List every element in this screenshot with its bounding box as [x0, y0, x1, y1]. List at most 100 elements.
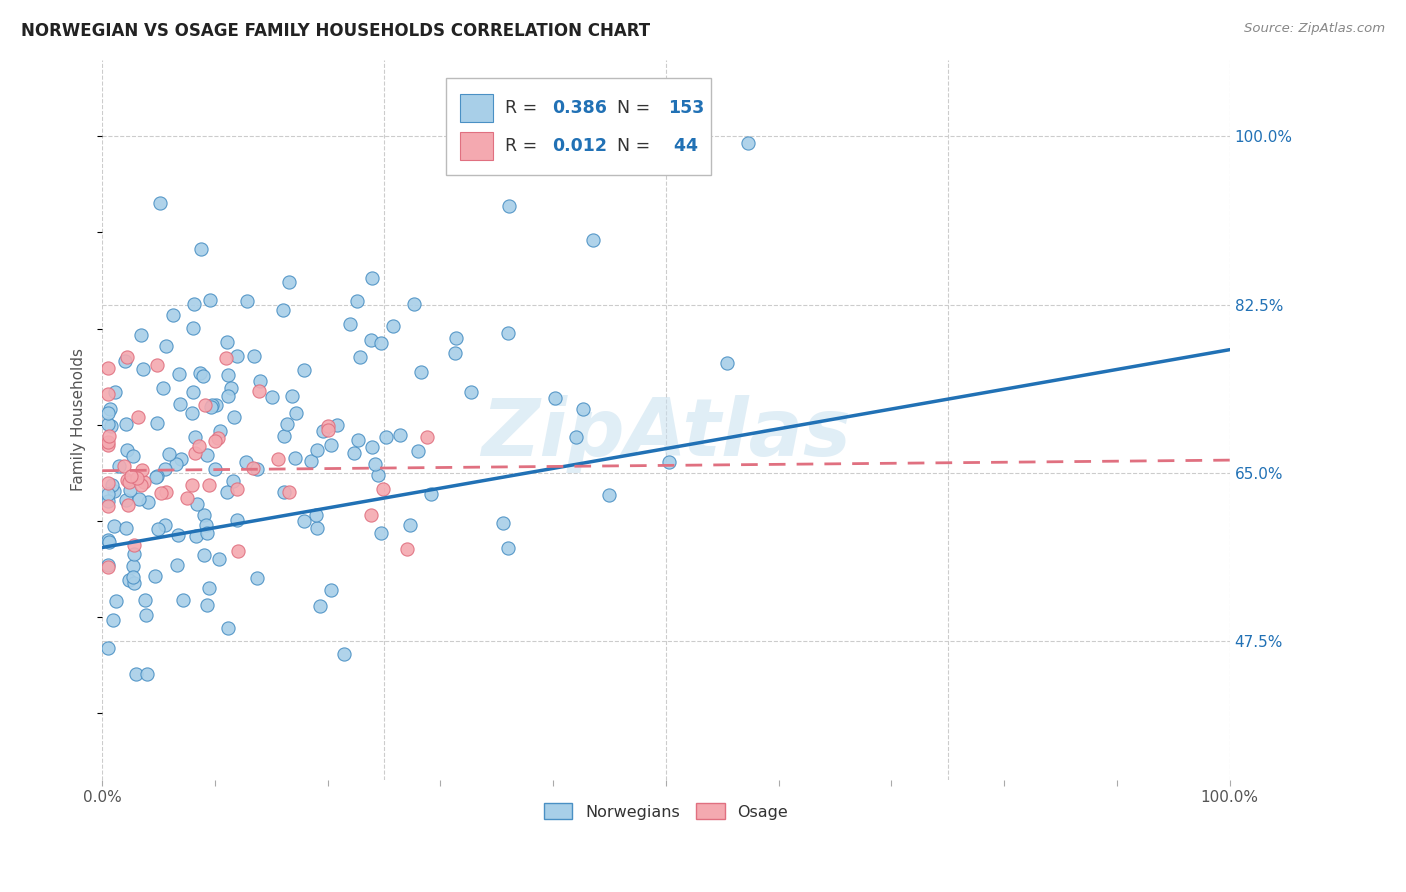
- Point: [181, 406, 204, 420]
- Point: [195, 598, 218, 612]
- Text: R =: R =: [505, 99, 543, 117]
- Point: [217, 484, 239, 499]
- Point: [415, 430, 437, 444]
- Point: [115, 493, 138, 508]
- Point: [97, 417, 120, 431]
- Point: [115, 473, 138, 487]
- Point: [155, 339, 177, 353]
- Point: [460, 385, 482, 400]
- Point: [343, 445, 366, 459]
- Point: [207, 431, 229, 445]
- Text: R =: R =: [505, 137, 543, 155]
- Point: [370, 526, 392, 541]
- Text: NORWEGIAN VS OSAGE FAMILY HOUSEHOLDS CORRELATION CHART: NORWEGIAN VS OSAGE FAMILY HOUSEHOLDS COR…: [21, 22, 650, 40]
- Point: [153, 462, 176, 476]
- Point: [443, 345, 465, 359]
- Point: [406, 444, 429, 458]
- Point: [112, 458, 135, 473]
- Point: [169, 397, 191, 411]
- Point: [333, 647, 356, 661]
- Point: [308, 599, 330, 614]
- Point: [658, 454, 681, 468]
- Point: [292, 363, 315, 377]
- Point: [226, 349, 249, 363]
- Point: [146, 522, 169, 536]
- Point: [318, 423, 340, 437]
- Point: [145, 470, 167, 484]
- Point: [195, 525, 218, 540]
- Point: [235, 455, 257, 469]
- Point: [193, 548, 215, 562]
- Point: [117, 350, 139, 364]
- Point: [266, 452, 288, 467]
- Point: [155, 485, 177, 500]
- Point: [283, 451, 305, 466]
- Point: [97, 387, 120, 401]
- Point: [737, 136, 759, 150]
- Point: [118, 475, 141, 490]
- Point: [246, 571, 269, 585]
- Point: [598, 488, 620, 502]
- Point: [125, 470, 148, 484]
- Point: [716, 356, 738, 370]
- Point: [305, 443, 328, 458]
- Point: [172, 592, 194, 607]
- Point: [346, 293, 368, 308]
- Point: [152, 381, 174, 395]
- Point: [205, 398, 228, 412]
- Point: [217, 621, 239, 635]
- Text: N =: N =: [606, 99, 657, 117]
- Point: [243, 349, 266, 363]
- Point: [191, 369, 214, 384]
- Point: [101, 478, 124, 492]
- Point: [97, 360, 120, 375]
- Point: [420, 486, 443, 500]
- Point: [195, 517, 218, 532]
- Point: [127, 409, 149, 424]
- Point: [299, 454, 322, 468]
- Point: [316, 419, 339, 434]
- Point: [122, 548, 145, 562]
- Point: [273, 303, 295, 318]
- Point: [402, 297, 425, 311]
- Point: [97, 640, 120, 655]
- Point: [339, 317, 361, 331]
- Point: [564, 429, 586, 443]
- Point: [217, 368, 239, 382]
- Point: [217, 389, 239, 403]
- Point: [97, 406, 120, 420]
- Point: [374, 430, 396, 444]
- Point: [201, 398, 224, 412]
- Point: [360, 333, 382, 347]
- Text: 0.012: 0.012: [553, 137, 607, 155]
- Point: [97, 487, 120, 501]
- Point: [103, 614, 125, 628]
- Point: [150, 485, 173, 500]
- Point: [292, 514, 315, 528]
- Point: [498, 199, 520, 213]
- Point: [188, 366, 211, 380]
- Text: Source: ZipAtlas.com: Source: ZipAtlas.com: [1244, 22, 1385, 36]
- Point: [194, 398, 217, 412]
- Point: [217, 335, 239, 350]
- Point: [134, 475, 156, 489]
- Point: [364, 457, 387, 471]
- Point: [122, 449, 145, 463]
- Point: [184, 446, 207, 460]
- Point: [117, 499, 139, 513]
- Point: [183, 297, 205, 311]
- Point: [132, 362, 155, 376]
- Point: [370, 336, 392, 351]
- Point: [167, 367, 190, 381]
- Point: [98, 428, 121, 442]
- Point: [146, 417, 169, 431]
- Point: [399, 518, 422, 533]
- Point: [187, 439, 209, 453]
- Point: [146, 469, 169, 483]
- Point: [170, 452, 193, 467]
- Point: [121, 469, 143, 483]
- Point: [326, 417, 349, 432]
- Point: [97, 494, 120, 508]
- Point: [115, 521, 138, 535]
- Point: [249, 374, 271, 388]
